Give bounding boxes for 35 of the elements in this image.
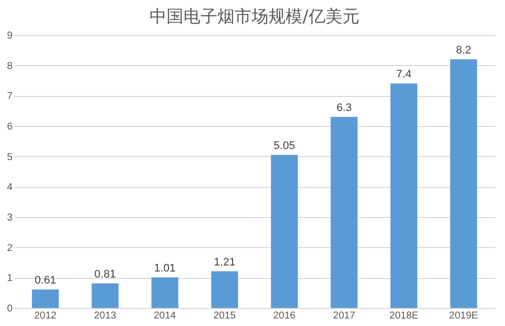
data-label: 1.01: [154, 262, 176, 274]
y-tick-label: 4: [6, 182, 13, 194]
y-tick-label: 2: [6, 242, 13, 254]
bar: [450, 59, 478, 308]
x-tick-label: 2016: [273, 310, 296, 322]
y-tick-label: 5: [6, 152, 13, 163]
chart-title: 中国电子烟市场规模/亿美元: [150, 7, 360, 27]
x-tick-label: 2015: [214, 310, 236, 322]
y-tick-label: 3: [6, 212, 13, 224]
data-label: 0.81: [94, 268, 116, 280]
bar: [330, 116, 358, 308]
x-tick-label: 2012: [34, 310, 57, 322]
y-tick-label: 8: [6, 60, 13, 72]
y-tick-label: 0: [6, 304, 13, 314]
bar: [92, 283, 119, 308]
data-label: 5.05: [274, 140, 296, 152]
data-label: 1.21: [214, 256, 236, 268]
bar: [270, 154, 298, 308]
y-tick-label: 6: [6, 122, 13, 132]
bar: [32, 289, 59, 308]
x-tick-label: 2013: [94, 310, 117, 322]
x-tick-label: 2018E: [389, 310, 419, 322]
bar: [211, 271, 238, 308]
data-label: 7.4: [396, 68, 412, 81]
x-tick-label: 2014: [154, 310, 176, 322]
y-tick-label: 1: [6, 273, 13, 284]
data-label: 8.2: [456, 44, 472, 56]
data-label: 0.61: [34, 274, 56, 286]
x-tick-label: 2017: [333, 310, 356, 322]
y-tick-label: 7: [6, 91, 13, 102]
data-label: 6.3: [336, 102, 352, 114]
x-tick-label: 2019E: [449, 310, 478, 322]
bar: [151, 277, 178, 308]
y-tick-label: 9: [6, 30, 13, 42]
bar: [390, 84, 418, 308]
